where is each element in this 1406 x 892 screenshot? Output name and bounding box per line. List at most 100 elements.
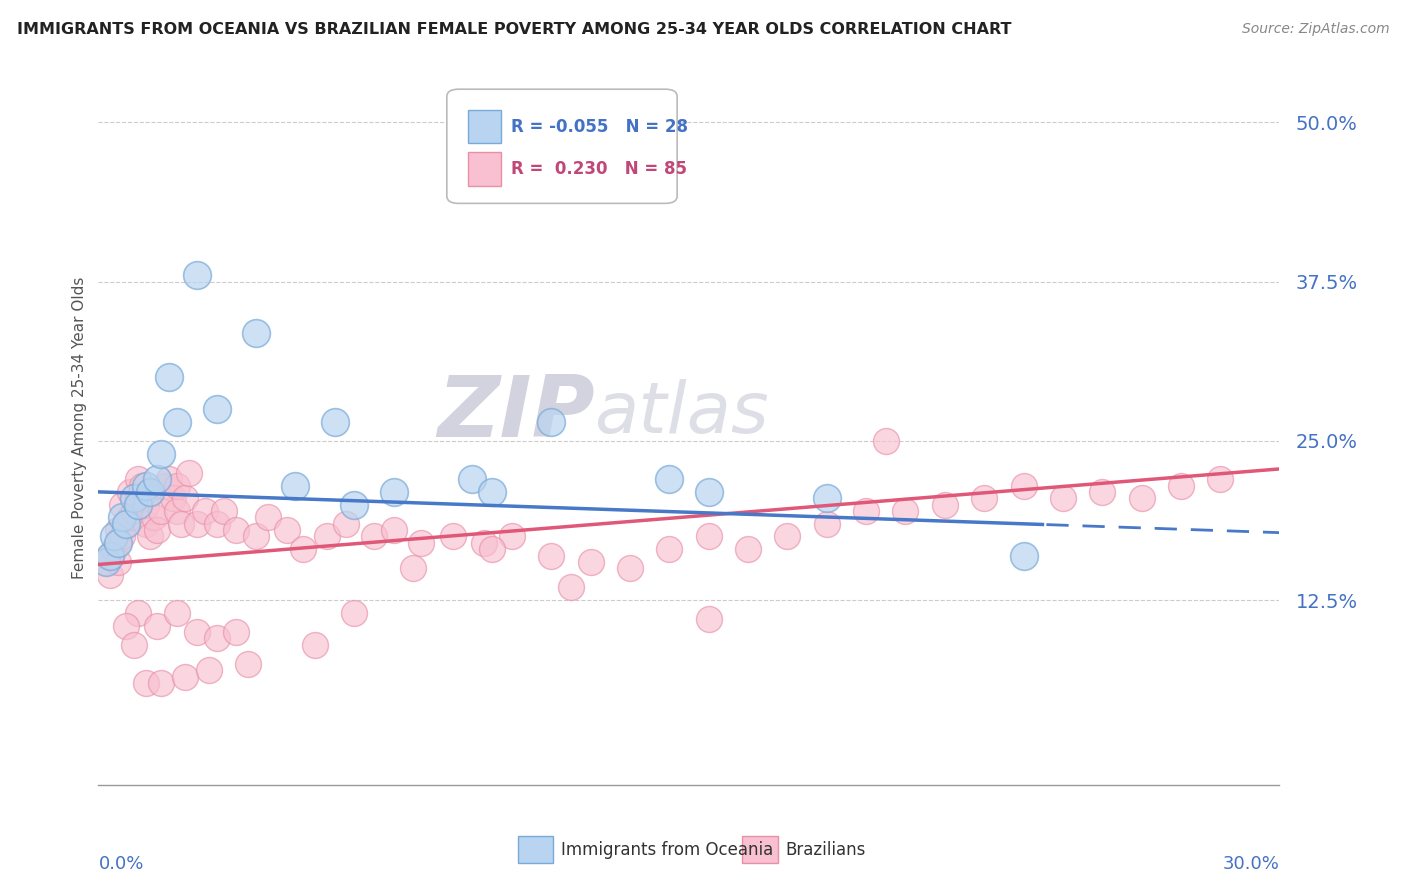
Point (186, 625, 208, 640)
Point (186, 516, 208, 531)
Point (225, 523, 247, 537)
Point (481, 484, 503, 499)
Point (658, 472, 681, 486)
Point (205, 402, 228, 417)
Point (540, 415, 562, 429)
Point (103, 529, 125, 543)
Point (1130, 491, 1153, 506)
Point (135, 498, 157, 512)
Point (107, 523, 129, 537)
Point (135, 516, 157, 531)
Point (186, 268, 208, 283)
Point (343, 498, 366, 512)
Point (697, 484, 720, 499)
Point (98, 549, 121, 563)
Point (501, 529, 523, 543)
Point (98, 567, 121, 582)
Point (382, 484, 405, 499)
Point (131, 478, 153, 492)
Point (276, 523, 298, 537)
Point (363, 529, 385, 543)
Point (323, 415, 346, 429)
Point (225, 625, 247, 640)
Text: R =  0.230   N = 85: R = 0.230 N = 85 (510, 161, 686, 178)
Point (157, 472, 180, 486)
Point (1012, 478, 1035, 492)
Point (174, 491, 197, 506)
Point (579, 555, 602, 569)
Point (127, 606, 149, 620)
Text: IMMIGRANTS FROM OCEANIA VS BRAZILIAN FEMALE POVERTY AMONG 25-34 YEAR OLDS CORREL: IMMIGRANTS FROM OCEANIA VS BRAZILIAN FEM… (17, 22, 1011, 37)
Point (472, 536, 495, 550)
Point (284, 478, 307, 492)
Point (115, 618, 138, 632)
Point (1091, 484, 1114, 499)
Point (107, 536, 129, 550)
Point (166, 478, 188, 492)
Point (236, 657, 259, 671)
Point (142, 510, 165, 524)
Text: Source: ZipAtlas.com: Source: ZipAtlas.com (1241, 22, 1389, 37)
Point (815, 516, 838, 531)
Point (118, 510, 141, 524)
Point (135, 478, 157, 492)
Point (150, 676, 173, 690)
Point (166, 606, 188, 620)
Point (737, 542, 759, 557)
Point (96, 555, 118, 569)
Point (155, 478, 177, 492)
Point (540, 549, 562, 563)
Point (138, 529, 160, 543)
Point (335, 516, 357, 531)
Point (138, 484, 160, 499)
Text: 30.0%: 30.0% (1223, 855, 1279, 873)
Point (1170, 478, 1192, 492)
Point (894, 504, 917, 518)
Text: 0.0%: 0.0% (98, 855, 143, 873)
Point (122, 491, 145, 506)
FancyBboxPatch shape (742, 837, 778, 863)
Point (194, 504, 217, 518)
Point (245, 529, 267, 543)
Point (973, 491, 995, 506)
Point (150, 447, 173, 461)
Text: R = -0.055   N = 28: R = -0.055 N = 28 (510, 118, 688, 136)
FancyBboxPatch shape (517, 837, 553, 863)
Point (658, 542, 681, 557)
Point (111, 529, 134, 543)
Point (115, 516, 138, 531)
Point (256, 510, 278, 524)
Text: ZIP: ZIP (437, 372, 595, 456)
Point (411, 536, 433, 550)
Point (776, 529, 799, 543)
Point (292, 542, 315, 557)
Point (205, 516, 228, 531)
Point (174, 670, 197, 684)
Point (170, 516, 193, 531)
Point (103, 542, 125, 557)
Point (1209, 472, 1232, 486)
FancyBboxPatch shape (468, 152, 501, 186)
Point (315, 529, 337, 543)
Point (127, 498, 149, 512)
Point (402, 561, 425, 575)
Point (166, 504, 188, 518)
Point (815, 491, 838, 506)
Point (343, 606, 366, 620)
Point (461, 472, 484, 486)
Point (1012, 549, 1035, 563)
Point (127, 491, 149, 506)
Point (166, 415, 188, 429)
Text: atlas: atlas (595, 379, 769, 449)
Y-axis label: Female Poverty Among 25-34 Year Olds: Female Poverty Among 25-34 Year Olds (72, 277, 87, 579)
FancyBboxPatch shape (468, 110, 501, 144)
Point (697, 529, 720, 543)
Point (150, 504, 173, 518)
Point (146, 472, 169, 486)
Point (934, 498, 956, 512)
Point (111, 510, 134, 524)
Point (146, 523, 169, 537)
Point (122, 504, 145, 518)
Point (619, 561, 641, 575)
Point (98, 549, 121, 563)
